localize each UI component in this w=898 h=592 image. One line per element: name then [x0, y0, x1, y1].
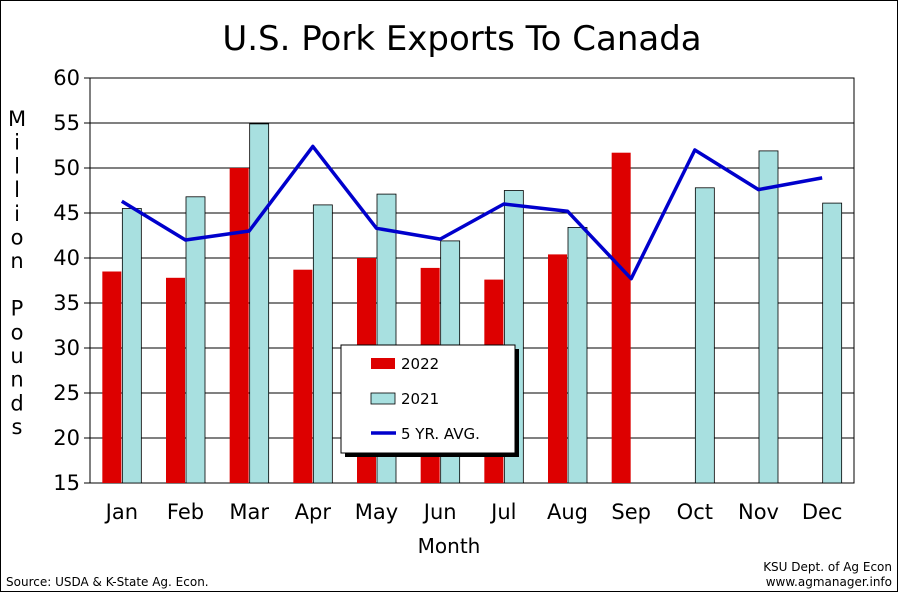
- y-axis-label-char: o: [11, 320, 24, 344]
- legend-label-5-yr-avg-: 5 YR. AVG.: [401, 425, 480, 443]
- y-axis-label-char: o: [11, 226, 24, 250]
- x-tick-label: Sep: [611, 500, 651, 524]
- bar-2021-nov: [758, 150, 779, 484]
- legend-swatch-2021: [370, 392, 396, 405]
- x-tick-label: Oct: [677, 500, 713, 524]
- bar-2021-jan: [121, 208, 142, 484]
- bar-2021-aug: [567, 226, 588, 484]
- y-axis-label-char: u: [10, 344, 23, 368]
- x-tick-label: Dec: [802, 500, 843, 524]
- x-tick-label: Nov: [738, 500, 779, 524]
- bar-2022-mar: [229, 168, 249, 483]
- average-line: [120, 144, 823, 281]
- legend-label-2021: 2021: [401, 390, 439, 408]
- y-axis-label-char: l: [14, 154, 20, 178]
- bar-2021-mar: [249, 123, 270, 484]
- y-axis-label-char: d: [10, 391, 23, 415]
- y-axis-label-char: P: [11, 297, 24, 321]
- y-axis-label-char: i: [14, 202, 20, 226]
- y-tick-label: 20: [53, 426, 80, 450]
- y-axis-label-char: l: [14, 178, 20, 202]
- y-tick-label: 60: [53, 66, 80, 90]
- y-tick-labels: 15 20 25 30 35 40 45 50 55 60: [53, 66, 80, 495]
- x-tick-label: Apr: [295, 500, 332, 524]
- y-axis-label-char: n: [10, 368, 23, 392]
- legend-label-2022: 2022: [401, 355, 439, 373]
- bar-2022-sep: [611, 152, 631, 483]
- bar-2022-apr: [293, 269, 313, 483]
- y-tick-label: 35: [53, 291, 80, 315]
- x-tick-label: Jan: [104, 500, 138, 524]
- y-axis-label-char: M: [8, 107, 26, 131]
- bar-2022-feb: [166, 277, 185, 483]
- bar-2022-aug: [548, 254, 567, 483]
- credit-line-1: KSU Dept. of Ag Econ: [763, 560, 892, 574]
- line-5-yr-avg: [120, 144, 823, 281]
- y-tick-label: 30: [53, 336, 80, 360]
- legend-box: [340, 344, 516, 454]
- y-tick-label: 25: [53, 381, 80, 405]
- legend-swatch-2022: [371, 358, 395, 369]
- bar-2021-apr: [312, 204, 333, 484]
- x-tick-label: Jun: [422, 500, 457, 524]
- credit-line-2: www.agmanager.info: [766, 575, 892, 589]
- y-tick-label: 55: [53, 111, 80, 135]
- y-axis-label-char: s: [12, 415, 23, 439]
- bar-2021-feb: [185, 196, 206, 484]
- y-axis-label-char: n: [10, 249, 23, 273]
- bar-2022-jan: [102, 271, 122, 483]
- x-tick-label: Aug: [547, 500, 588, 524]
- y-tick-label: 50: [53, 156, 80, 180]
- x-tick-label: Feb: [167, 500, 204, 524]
- chart-title: U.S. Pork Exports To Canada: [222, 19, 701, 59]
- x-tick-label: Jul: [489, 500, 516, 524]
- y-tick-label: 15: [53, 471, 80, 495]
- x-axis-label: Month: [418, 534, 481, 558]
- x-tick-label: Mar: [229, 500, 269, 524]
- y-axis-label-char: i: [14, 131, 20, 155]
- y-tick-label: 40: [53, 246, 80, 270]
- x-tick-labels: Jan Feb Mar Apr May Jun Jul Aug Sep Oct Nov Dec: [104, 500, 843, 524]
- bar-2021-dec: [822, 202, 843, 484]
- source-note: Source: USDA & K-State Ag. Econ.: [6, 575, 209, 589]
- bar-2021-oct: [694, 187, 715, 484]
- x-tick-label: May: [355, 500, 398, 524]
- legend: 2022 2021 5 YR. AVG.: [340, 344, 519, 457]
- y-tick-label: 45: [53, 201, 80, 225]
